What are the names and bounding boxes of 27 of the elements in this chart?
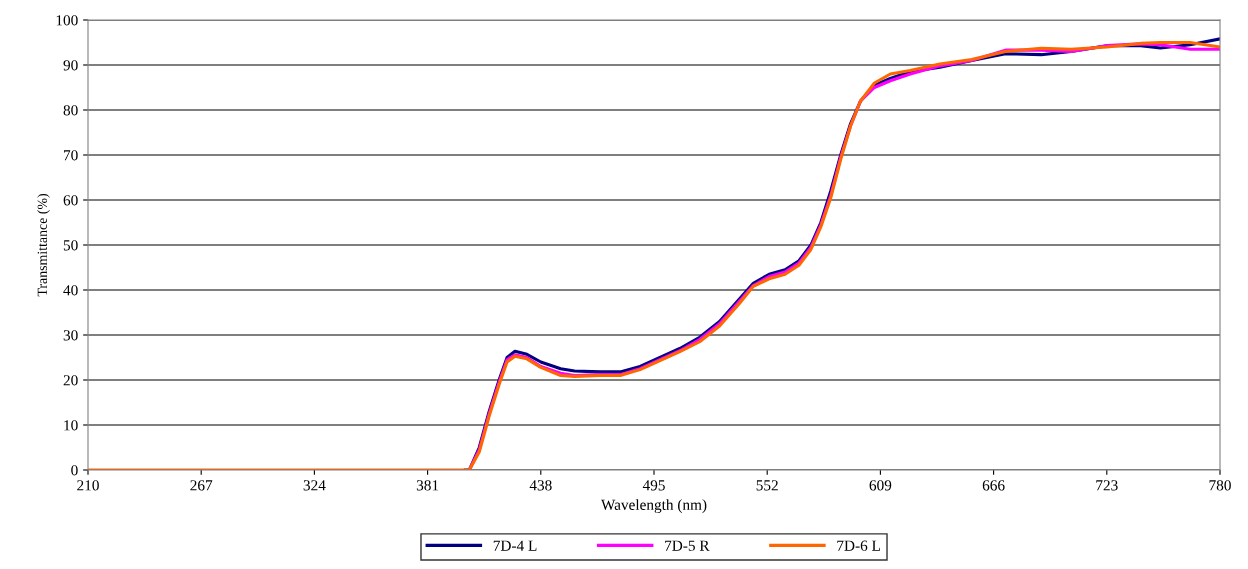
y-tick-label: 80 — [63, 105, 78, 116]
x-tick-label: 495 — [642, 480, 665, 491]
y-tick-label: 30 — [63, 330, 78, 341]
y-tick-label: 100 — [56, 15, 78, 26]
x-tick-label: 609 — [869, 480, 892, 491]
x-tick-label: 324 — [303, 480, 326, 491]
x-tick-label: 267 — [190, 480, 213, 491]
y-tick-label: 10 — [64, 420, 78, 431]
y-tick-label: 90 — [63, 60, 78, 71]
y-tick-label: 50 — [63, 240, 78, 251]
legend-label: 7D-6 L — [837, 540, 880, 551]
y-tick-label: 60 — [63, 195, 78, 206]
x-axis-title: Wavelength (nm) — [600, 499, 707, 514]
y-tick-label: 0 — [71, 465, 78, 476]
x-tick-label: 552 — [756, 480, 778, 491]
y-tick-label: 20 — [63, 375, 78, 386]
y-tick-label: 70 — [64, 150, 78, 161]
x-tick-label: 381 — [416, 480, 439, 491]
x-tick-label: 210 — [77, 480, 99, 491]
y-tick-label: 40 — [63, 285, 78, 296]
x-tick-label: 780 — [1209, 480, 1231, 491]
x-tick-label: 438 — [529, 480, 552, 491]
x-tick-label: 723 — [1096, 480, 1118, 491]
x-tick-label: 666 — [982, 480, 1005, 491]
legend-label: 7D-5 R — [665, 540, 710, 551]
y-axis-title: Transmittance (%) — [37, 193, 50, 297]
legend-label: 7D-4 L — [493, 540, 537, 551]
